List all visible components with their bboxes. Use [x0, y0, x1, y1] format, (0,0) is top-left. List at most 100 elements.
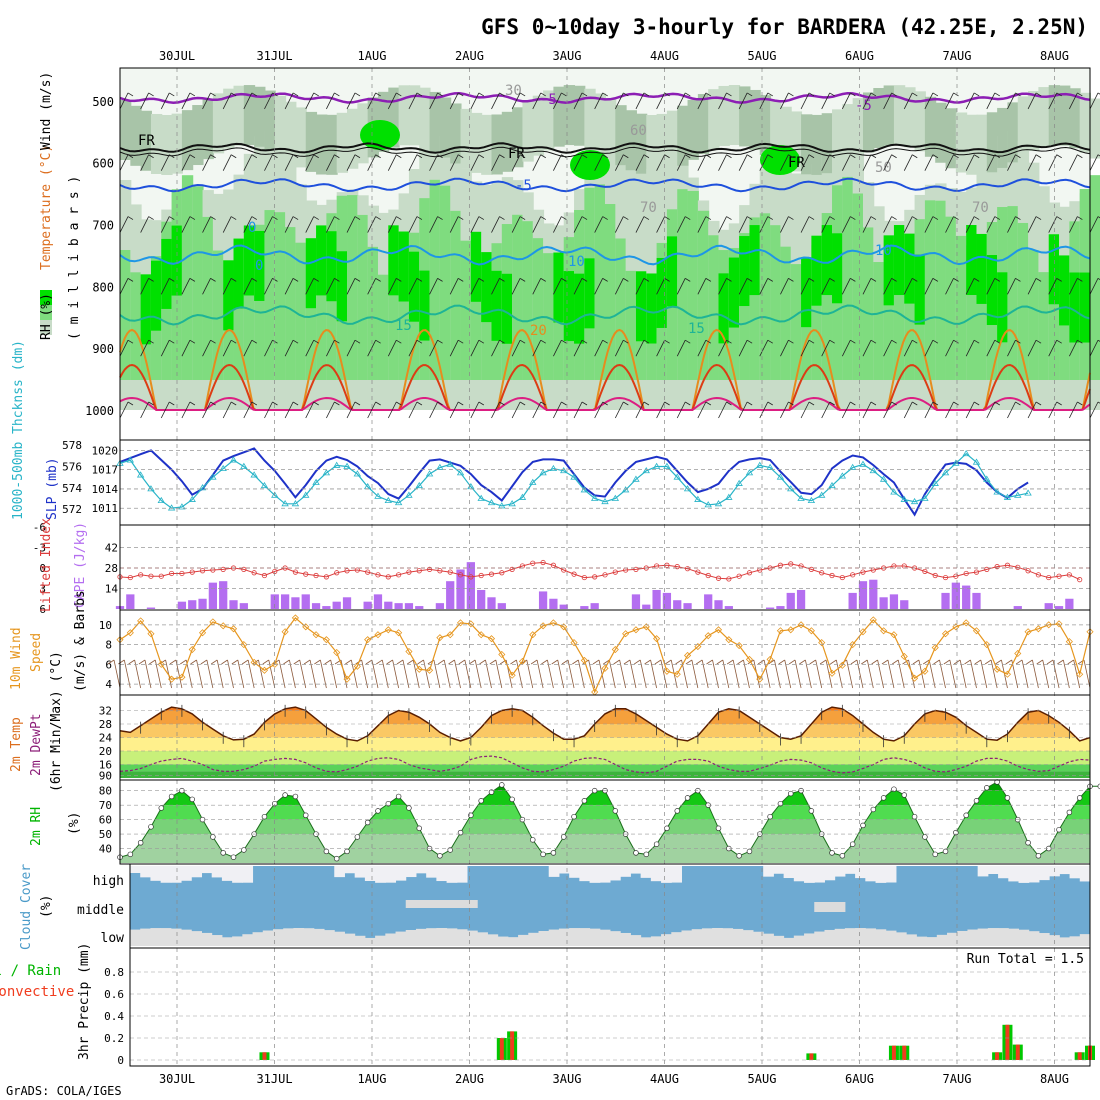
- cloud-low: [957, 930, 968, 946]
- wind-barb: [821, 92, 831, 110]
- cloud-low: [528, 932, 540, 946]
- wind-barb: [119, 401, 129, 419]
- surface-barb: [437, 659, 445, 665]
- rh-band: [347, 108, 359, 169]
- cloud-low: [558, 928, 570, 946]
- wind-marker: [694, 643, 702, 651]
- thickness-marker: [126, 456, 135, 463]
- contour-label: -5: [515, 178, 532, 194]
- li-marker: [788, 561, 794, 567]
- rh-band: [770, 101, 782, 162]
- thickness-marker: [756, 461, 764, 468]
- wind-barb: [210, 339, 216, 344]
- cloud-high: [844, 866, 856, 874]
- credit: GrADS: COLA/IGES: [6, 1084, 122, 1098]
- rh2m-marker: [1004, 795, 1011, 801]
- wind-marker: [859, 628, 867, 636]
- rh-band: [512, 107, 524, 168]
- rh2m-marker: [158, 805, 165, 811]
- rh-band: [687, 99, 699, 160]
- wind-barb: [519, 92, 526, 97]
- thickness-marker: [240, 462, 248, 469]
- thickness-marker: [787, 485, 795, 492]
- wind-barb: [738, 401, 748, 419]
- wind-barb: [903, 340, 913, 357]
- temp-band: [120, 737, 1090, 751]
- wind-barb: [581, 401, 588, 406]
- wind-barb: [160, 401, 170, 419]
- cloud-low: [538, 931, 550, 946]
- surface-barb: [861, 659, 868, 665]
- wind-marker: [1076, 670, 1084, 678]
- thickness-marker: [611, 494, 620, 501]
- surface-barb: [407, 659, 414, 665]
- cloud-high: [354, 866, 366, 878]
- surface-barb: [908, 659, 915, 689]
- p1-label-rh: RH (%): [39, 293, 54, 340]
- rh-band: [316, 234, 328, 380]
- li-marker: [251, 570, 257, 576]
- wind-barb: [264, 92, 273, 110]
- wind-barb: [334, 339, 340, 344]
- wind-barb: [519, 154, 526, 159]
- thickness-marker: [1014, 491, 1022, 498]
- wind-barb: [850, 154, 856, 159]
- rh-band: [305, 111, 318, 172]
- rh-band: [574, 273, 586, 344]
- surface-barb: [634, 659, 641, 665]
- thickness-marker: [436, 463, 444, 470]
- cloud-low: [548, 929, 560, 946]
- cloud-high: [426, 866, 437, 878]
- cape-bar: [724, 606, 733, 609]
- contour-label: 70: [640, 200, 657, 216]
- rh-band: [243, 225, 256, 296]
- bottom-date-label: 4AUG: [650, 1072, 679, 1086]
- rh-band: [976, 114, 988, 175]
- rh-band: [852, 98, 864, 159]
- rh-blob: [760, 145, 800, 175]
- wind-barb: [862, 216, 872, 233]
- thickness-marker: [549, 464, 558, 472]
- wind-barb: [264, 340, 273, 357]
- rh-band: [1038, 272, 1050, 380]
- wind-barb: [189, 154, 196, 159]
- cloud-low: [334, 931, 345, 946]
- wind-barb: [160, 216, 170, 233]
- wind-barb: [375, 92, 381, 97]
- cape-bar: [497, 603, 506, 609]
- wind-barb: [986, 401, 996, 419]
- wind-barb: [519, 401, 526, 406]
- cape-bar: [1065, 598, 1074, 609]
- wind-barb: [243, 92, 253, 110]
- wind-barb: [305, 216, 315, 233]
- wind-barb: [230, 339, 237, 344]
- rh-band: [347, 195, 359, 380]
- precip-tick-label: 0: [117, 1054, 124, 1067]
- thickness-marker: [921, 494, 929, 501]
- wind-marker: [374, 631, 382, 639]
- rh-band: [625, 270, 637, 380]
- rh-band: [470, 112, 483, 173]
- wind-barb: [973, 92, 980, 97]
- wind-barb: [1048, 401, 1058, 419]
- wind-barb: [189, 401, 196, 406]
- thickness-marker: [384, 496, 393, 504]
- wind-barb: [284, 278, 294, 295]
- thickness-marker: [209, 473, 217, 480]
- cape-bar: [848, 592, 857, 609]
- thickness-tick-label: 572: [62, 503, 82, 516]
- rh2m-marker: [932, 851, 938, 858]
- surface-barb: [984, 659, 992, 665]
- li-marker: [963, 570, 969, 577]
- p6-label-a: 2m RH: [29, 807, 44, 846]
- li-marker: [540, 559, 546, 566]
- rh-band: [656, 257, 668, 328]
- cloud-middle: [426, 900, 437, 908]
- wind-barb: [726, 92, 732, 97]
- rh-band: [398, 85, 410, 146]
- surface-barb: [799, 659, 806, 665]
- contour-label: 60: [630, 123, 647, 139]
- wind-barb: [1077, 401, 1083, 406]
